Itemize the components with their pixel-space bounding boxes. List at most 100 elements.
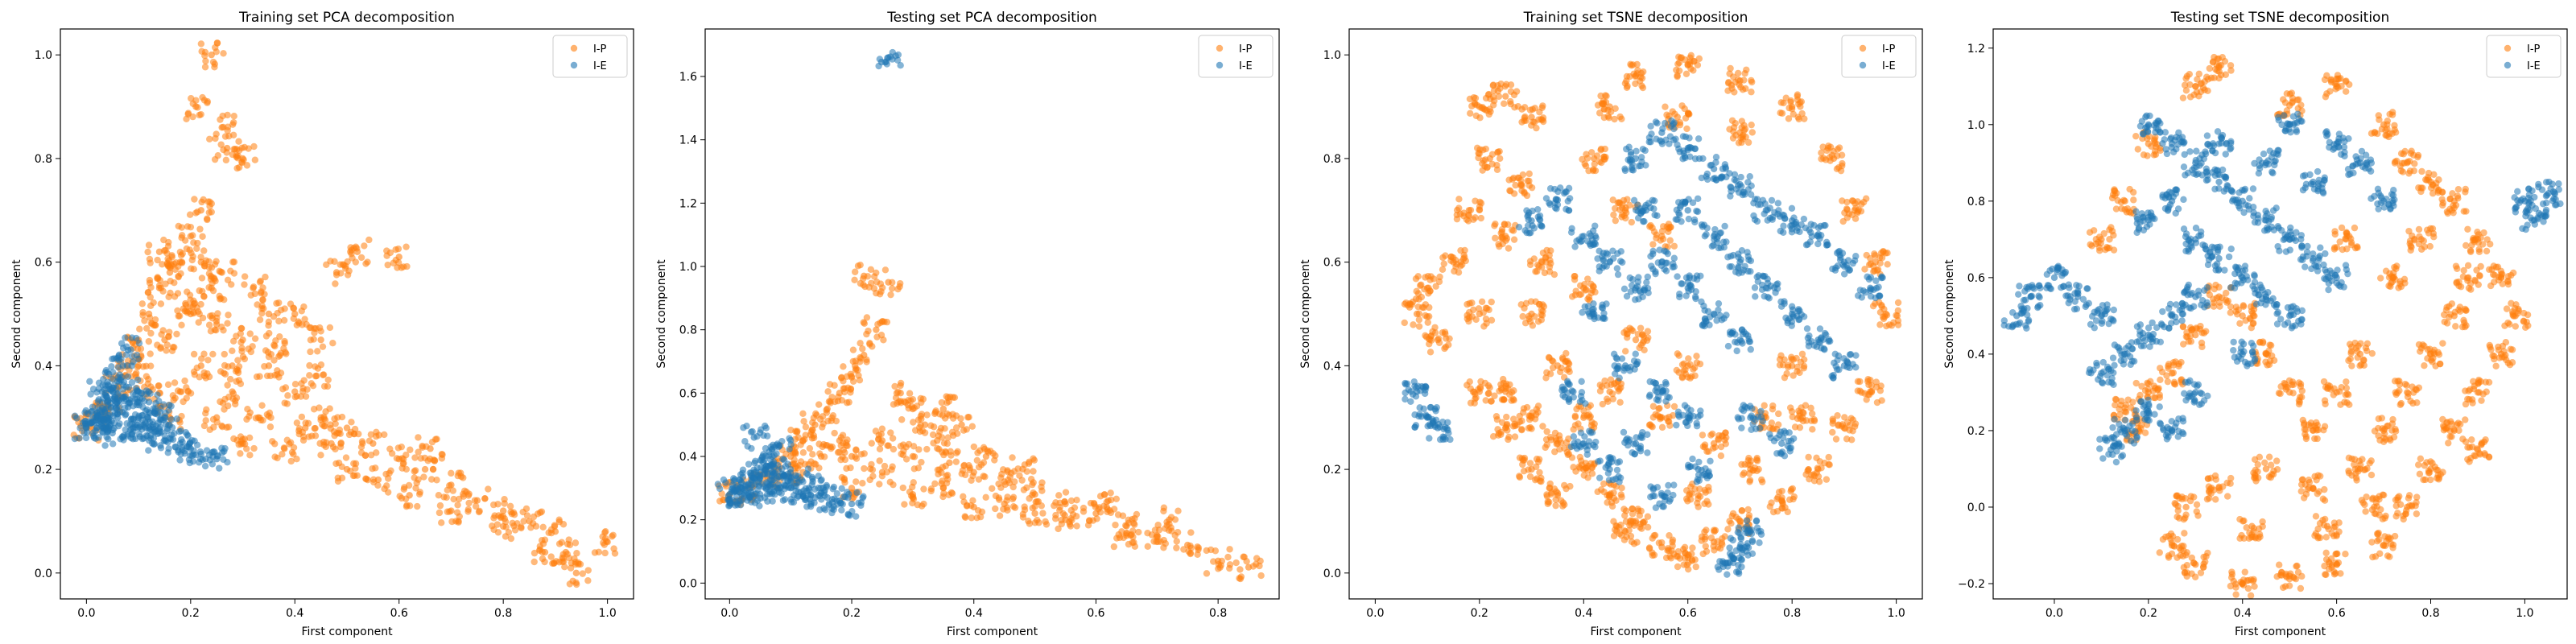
scatter-point	[1666, 422, 1674, 429]
scatter-point	[1480, 157, 1488, 164]
scatter-point	[220, 327, 227, 334]
scatter-point	[1657, 413, 1664, 421]
scatter-point	[297, 393, 304, 400]
scatter-point	[317, 336, 324, 344]
scatter-point	[923, 411, 931, 419]
scatter-point	[1731, 171, 1739, 179]
scatter-point	[565, 536, 572, 543]
scatter-point	[1737, 173, 1744, 181]
scatter-point	[1549, 364, 1557, 372]
scatter-point	[1590, 441, 1597, 449]
scatter-point	[1788, 322, 1795, 329]
scatter-point	[1510, 236, 1518, 243]
scatter-point	[1055, 492, 1063, 499]
scatter-point	[449, 487, 457, 494]
scatter-point	[849, 346, 857, 353]
scatter-point	[957, 415, 964, 423]
scatter-point	[186, 246, 193, 254]
scatter-point	[334, 414, 341, 421]
scatter-point	[1427, 403, 1435, 411]
scatter-point	[209, 415, 217, 423]
scatter-point	[1612, 217, 1620, 225]
scatter-point	[950, 431, 957, 440]
scatter-point	[1586, 427, 1593, 435]
scatter-point	[237, 330, 245, 337]
scatter-point	[1774, 493, 1781, 501]
scatter-point	[332, 271, 341, 279]
scatter-point	[1734, 69, 1742, 77]
scatter-point	[158, 331, 165, 338]
scatter-point	[1543, 427, 1550, 436]
scatter-point	[1735, 250, 1742, 258]
y-tick-label: 0.0	[35, 568, 52, 580]
scatter-point	[1512, 181, 1519, 189]
scatter-point	[202, 257, 210, 264]
scatter-point	[174, 290, 182, 297]
scatter-point	[351, 425, 359, 433]
scatter-point	[1641, 147, 1649, 155]
scatter-point	[1894, 299, 1902, 307]
scatter-point	[1851, 257, 1859, 264]
scatter-point	[1566, 395, 1573, 402]
scatter-point	[1872, 299, 1879, 308]
chart-panel-2: 0.0 0.2 0.4 0.6 0.80.00.20.40.60.81.01.21.41…	[655, 10, 1280, 638]
scatter-point	[902, 456, 910, 463]
scatter-point	[1645, 393, 1653, 400]
scatter-point	[974, 507, 982, 514]
scatter-point	[793, 428, 801, 436]
scatter-point	[1665, 221, 1673, 228]
scatter-point	[931, 480, 939, 488]
scatter-point	[1587, 413, 1594, 420]
scatter-point	[344, 271, 352, 279]
scatter-point	[1038, 487, 1046, 494]
scatter-point	[210, 275, 217, 282]
scatter-point	[1713, 316, 1720, 324]
y-tick-label: 0.4	[35, 360, 52, 373]
scatter-point	[195, 319, 202, 326]
legend-entry-label: I-P	[1239, 43, 1253, 56]
scatter-point	[885, 442, 892, 449]
scatter-point	[298, 413, 306, 421]
scatter-point	[163, 347, 170, 354]
scatter-point	[1790, 372, 1797, 379]
scatter-point	[1526, 473, 1534, 481]
scatter-point	[894, 56, 902, 64]
scatter-point	[1543, 246, 1550, 254]
scatter-point	[1510, 415, 1517, 423]
scatter-point	[499, 507, 507, 514]
scatter-point	[1680, 360, 1688, 368]
scatter-point	[737, 477, 744, 484]
scatter-point	[1735, 561, 1742, 569]
scatter-point	[1652, 270, 1659, 278]
scatter-point	[910, 479, 917, 486]
scatter-point	[186, 211, 194, 218]
scatter-point	[110, 424, 118, 432]
scatter-point	[198, 355, 205, 362]
scatter-point	[173, 330, 180, 338]
x-tick-label: 0.8	[1209, 607, 1227, 620]
scatter-point	[1034, 497, 1042, 506]
scatter-point	[1761, 200, 1769, 208]
scatter-point	[1878, 274, 1885, 282]
scatter-point	[902, 444, 910, 451]
scatter-point	[756, 472, 764, 480]
scatter-point	[1678, 102, 1686, 109]
scatter-point	[439, 451, 446, 458]
scatter-point	[877, 332, 886, 339]
scatter-point	[488, 522, 496, 530]
scatter-point	[1728, 117, 1736, 124]
scatter-point	[1422, 312, 1429, 320]
scatter-point	[875, 62, 882, 70]
scatter-point	[365, 236, 373, 244]
scatter-point	[508, 510, 516, 518]
scatter-point	[146, 314, 154, 321]
scatter-point	[1526, 261, 1534, 269]
scatter-point	[1618, 484, 1625, 492]
scatter-point	[874, 436, 882, 444]
scatter-point	[852, 453, 859, 460]
scatter-point	[198, 198, 205, 206]
scatter-point	[1525, 177, 1533, 184]
scatter-point	[779, 474, 787, 481]
scatter-point	[1518, 187, 1525, 195]
scatter-point	[337, 439, 345, 447]
